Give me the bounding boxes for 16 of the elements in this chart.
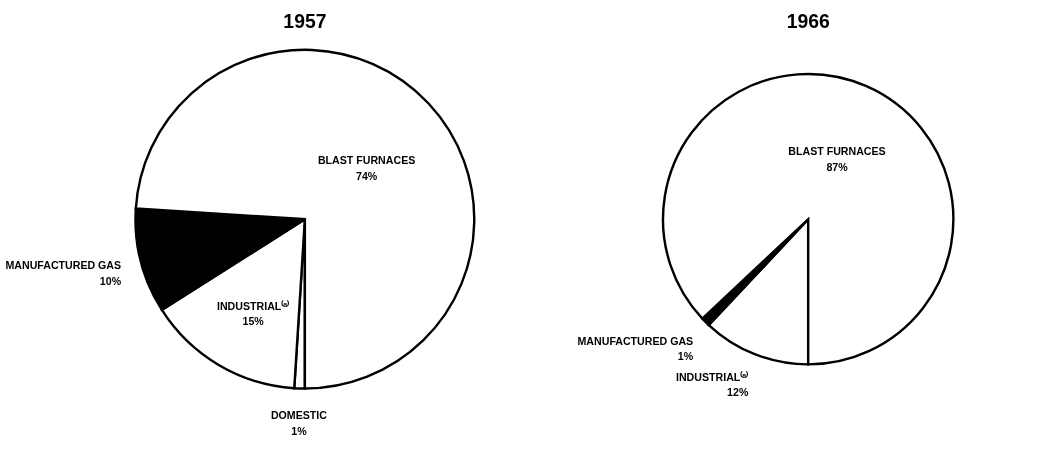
chart-title: 1966 <box>786 9 830 32</box>
slice-label: DOMESTIC <box>270 409 328 422</box>
slice-label: MANUFACTURED GAS <box>5 259 122 272</box>
data-label: 87% <box>826 160 849 173</box>
slice-label: BLAST FURNACES <box>317 154 416 167</box>
data-label: 12% <box>727 386 749 399</box>
slice-label: BLAST FURNACES <box>788 145 886 158</box>
slice-label: MANUFACTURED GAS <box>577 334 694 347</box>
data-label: 15% <box>242 315 265 328</box>
data-label: 1% <box>677 350 694 363</box>
slice-label: INDUSTRIAL⁽ᵃ⁾ <box>216 299 290 312</box>
data-label: 10% <box>99 274 122 287</box>
data-label: 1% <box>291 424 308 437</box>
chart-title: 1957 <box>283 9 327 32</box>
data-label: 74% <box>355 169 378 182</box>
slice-label: INDUSTRIAL⁽ᵃ⁾ <box>675 371 749 384</box>
